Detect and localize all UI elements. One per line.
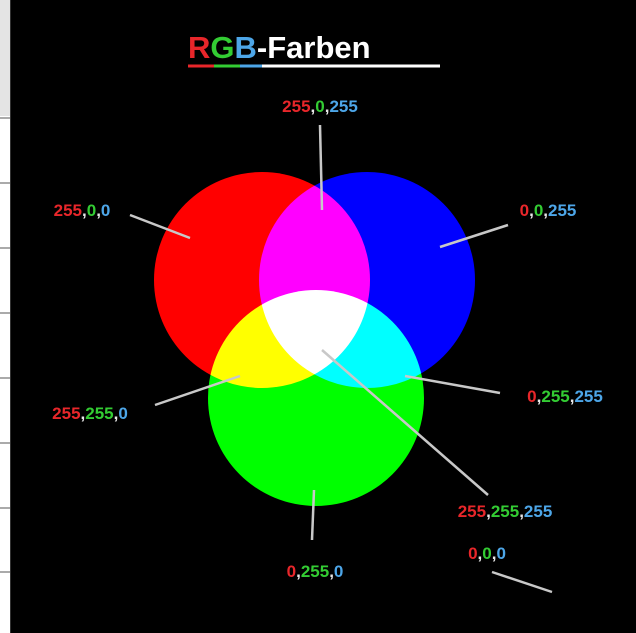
rgb-label: 255,255,0	[52, 404, 128, 423]
separator: ,	[82, 201, 87, 220]
channel-value: 0	[87, 201, 96, 220]
separator: ,	[537, 387, 542, 406]
separator: ,	[81, 404, 86, 423]
channel-value: 255	[329, 97, 357, 116]
rgb-label: 255,0,0	[54, 201, 111, 220]
rgb-label: 0,0,0	[468, 544, 506, 563]
separator: ,	[311, 97, 316, 116]
separator: ,	[492, 544, 497, 563]
separator: ,	[325, 97, 330, 116]
rgb-label: 0,255,255	[527, 387, 603, 406]
channel-value: 0	[534, 201, 543, 220]
channel-value: 0	[520, 201, 529, 220]
channel-value: 255	[548, 201, 576, 220]
title-part: G	[210, 30, 234, 65]
rgb-label: 0,0,255	[520, 201, 577, 220]
rgb-circles	[154, 172, 475, 506]
sheet-strip	[0, 0, 11, 633]
channel-value: 255	[282, 97, 310, 116]
channel-value: 255	[458, 502, 486, 521]
channel-value: 255	[541, 387, 569, 406]
channel-value: 0	[527, 387, 536, 406]
channel-value: 255	[54, 201, 82, 220]
channel-value: 0	[468, 544, 477, 563]
separator: ,	[296, 562, 301, 581]
rgb-label: 255,0,255	[282, 97, 358, 116]
separator: ,	[486, 502, 491, 521]
title-part: -Farben	[257, 30, 371, 65]
separator: ,	[114, 404, 119, 423]
separator: ,	[570, 387, 575, 406]
separator: ,	[96, 201, 101, 220]
separator: ,	[543, 201, 548, 220]
channel-value: 255	[85, 404, 113, 423]
channel-value: 255	[574, 387, 602, 406]
green-circle	[208, 290, 424, 506]
channel-value: 255	[52, 404, 80, 423]
rgb-label: 255,255,255	[458, 502, 553, 521]
channel-value: 0	[482, 544, 491, 563]
title-part: B	[235, 30, 257, 65]
separator: ,	[529, 201, 534, 220]
channel-value: 255	[301, 562, 329, 581]
channel-value: 255	[524, 502, 552, 521]
channel-value: 0	[118, 404, 127, 423]
channel-value: 0	[101, 201, 110, 220]
leader-lines	[129, 124, 553, 594]
channel-value: 0	[315, 97, 324, 116]
channel-value: 0	[334, 562, 343, 581]
channel-value: 255	[491, 502, 519, 521]
separator: ,	[329, 562, 334, 581]
rgb-label: 0,255,0	[287, 562, 344, 581]
channel-value: 0	[287, 562, 296, 581]
title-part: R	[188, 30, 210, 65]
separator: ,	[519, 502, 524, 521]
title: RGB-Farben	[188, 30, 371, 65]
channel-value: 0	[496, 544, 505, 563]
separator: ,	[478, 544, 483, 563]
